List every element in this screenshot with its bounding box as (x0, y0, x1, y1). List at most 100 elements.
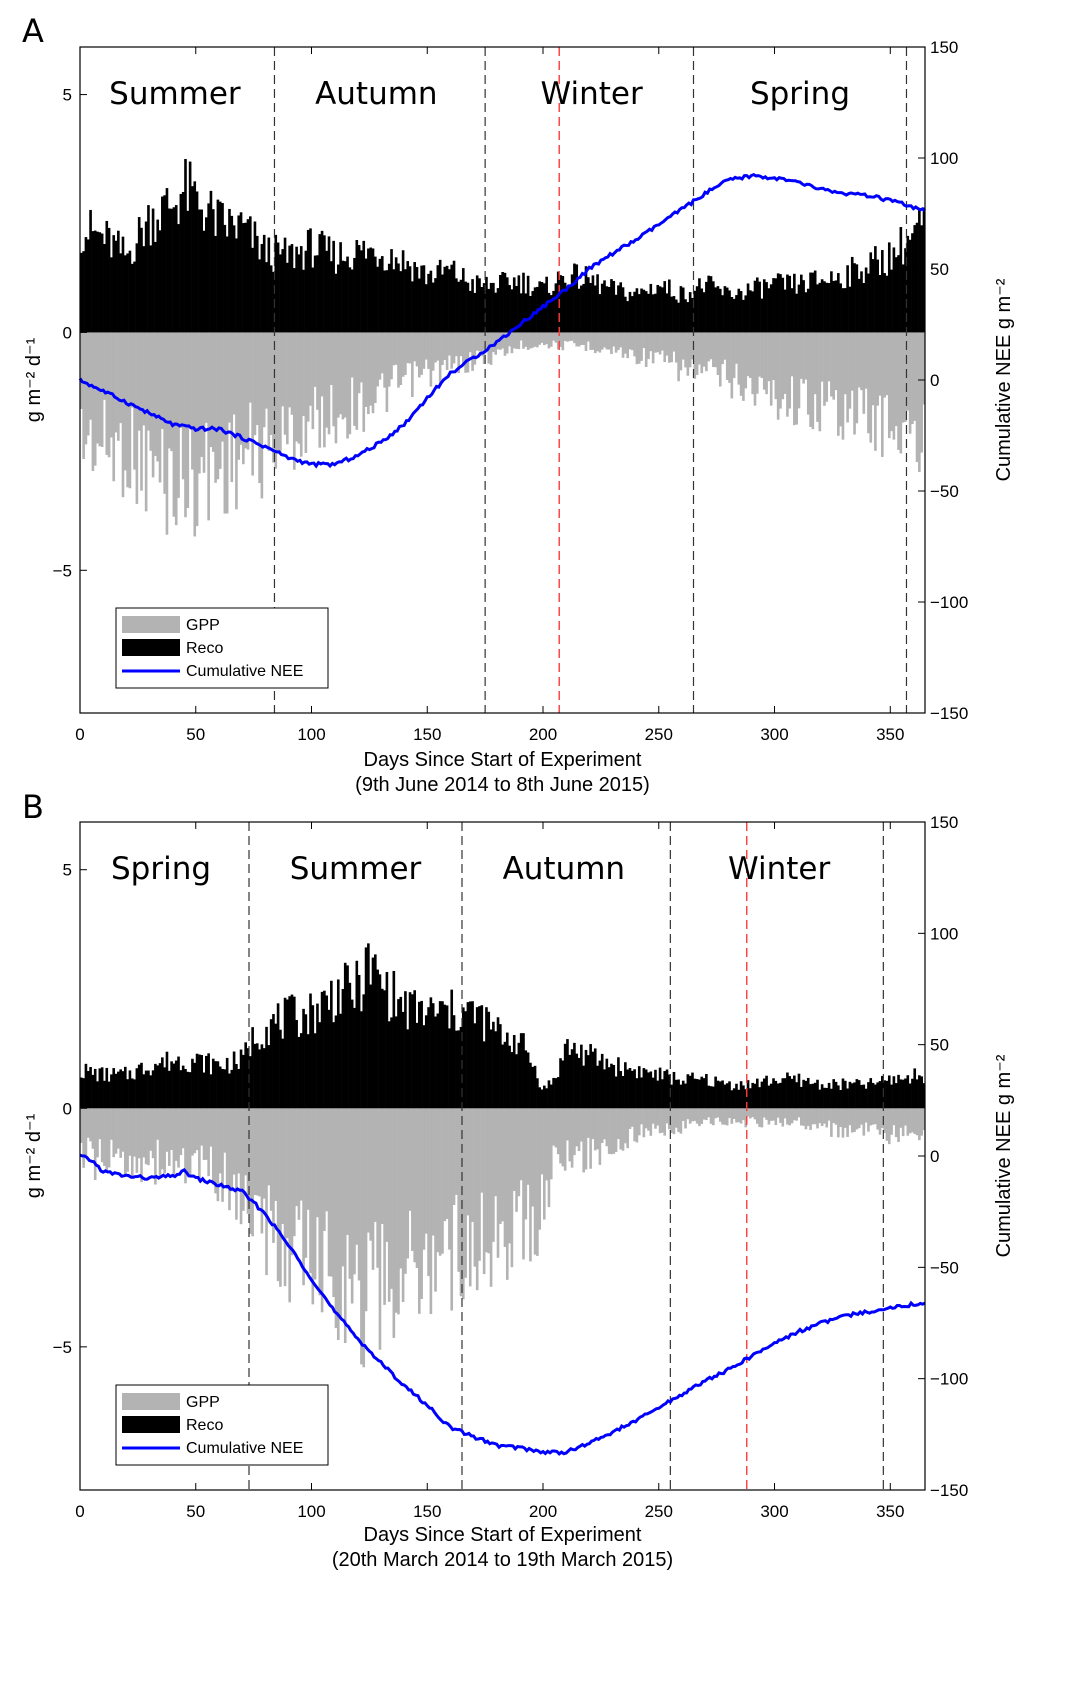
gpp-bar (746, 1108, 750, 1117)
reco-bar (640, 288, 643, 333)
reco-bar (913, 1068, 917, 1109)
gpp-bar (133, 332, 136, 470)
reco-bar (235, 238, 238, 333)
reco-bar (899, 1079, 903, 1109)
gpp-bar (464, 332, 467, 373)
gpp-bar (334, 1108, 338, 1329)
gpp-bar (830, 332, 833, 397)
gpp-bar (684, 332, 687, 368)
reco-bar (126, 253, 129, 333)
gpp-bar (540, 332, 544, 343)
gpp-bar (526, 332, 530, 350)
reco-bar (855, 264, 859, 333)
gpp-bar (813, 1108, 817, 1125)
reco-bar (559, 275, 562, 333)
gpp-bar (110, 1108, 113, 1140)
reco-bar (862, 282, 866, 333)
reco-bar (177, 1056, 180, 1109)
reco-bar (633, 1069, 636, 1109)
gpp-bar (809, 1108, 812, 1130)
reco-bar (598, 294, 602, 333)
reco-bar (158, 1063, 162, 1109)
reco-bar (290, 244, 294, 333)
reco-bar (883, 1080, 886, 1109)
reco-bar (96, 231, 99, 333)
legend-swatch (122, 1416, 180, 1433)
reco-bar (647, 293, 650, 333)
gpp-bar (823, 1108, 826, 1124)
gpp-bar (797, 1108, 801, 1118)
gpp-bar (756, 1108, 759, 1124)
reco-bar (577, 1057, 581, 1109)
gpp-bar (749, 332, 752, 378)
reco-bar (918, 1075, 921, 1109)
reco-bar (154, 1063, 157, 1109)
gpp-bar (790, 332, 794, 377)
reco-bar (781, 277, 785, 333)
reco-bar (376, 969, 379, 1109)
reco-bar (533, 1065, 537, 1109)
gpp-bar (732, 1108, 736, 1119)
gpp-bar (695, 1108, 699, 1124)
gpp-bar (165, 332, 169, 535)
reco-bar (584, 266, 588, 333)
reco-bar (742, 1085, 745, 1109)
reco-bar (100, 233, 104, 333)
reco-bar (765, 1075, 768, 1109)
gpp-bar (705, 1108, 708, 1121)
gpp-bar (890, 332, 893, 432)
reco-bar (397, 999, 400, 1109)
gpp-bar (827, 332, 831, 382)
gpp-bar (133, 1108, 136, 1157)
reco-bar (110, 257, 113, 333)
gpp-bar (635, 1108, 639, 1143)
gpp-bar (295, 1108, 298, 1207)
reco-bar (306, 229, 310, 333)
reco-bar (529, 1062, 532, 1109)
gpp-bar (163, 332, 166, 494)
gpp-bar (591, 1108, 595, 1140)
gpp-bar (158, 1108, 162, 1179)
gpp-bar (232, 1108, 236, 1175)
gpp-bar (818, 1108, 822, 1124)
reco-bar (753, 1083, 757, 1109)
gpp-bar (783, 1108, 787, 1119)
reco-bar (883, 273, 886, 333)
reco-bar (804, 1080, 808, 1109)
gpp-bar (276, 332, 280, 454)
reco-bars (80, 159, 926, 333)
gpp-bar (915, 1108, 919, 1136)
gpp-bar (353, 1108, 356, 1275)
reco-bar (339, 1013, 342, 1109)
reco-bar (181, 191, 185, 333)
reco-bar (450, 989, 454, 1109)
gpp-bar (360, 332, 363, 383)
gpp-bar (843, 1108, 847, 1128)
reco-bar (554, 1078, 558, 1109)
gpp-bar (818, 332, 822, 432)
reco-bar (485, 276, 488, 333)
gpp-bar (519, 1108, 523, 1181)
reco-bar (587, 1055, 590, 1109)
gpp-bar (269, 332, 273, 435)
gpp-bar (424, 1108, 428, 1234)
reco-bar (438, 259, 442, 333)
reco-bar (846, 265, 849, 333)
reco-bar (834, 1081, 838, 1109)
reco-bar (434, 278, 437, 333)
gpp-bar (235, 332, 238, 510)
reco-bar (802, 280, 805, 333)
gpp-bar (832, 332, 836, 400)
gpp-bar (663, 1108, 667, 1136)
gpp-bar (568, 332, 572, 342)
reco-bar (848, 286, 852, 333)
y-right-tick-label: 100 (930, 924, 958, 943)
reco-bar (89, 209, 92, 333)
reco-bar (767, 288, 771, 333)
gpp-bar (607, 1108, 611, 1154)
reco-bar (290, 994, 294, 1109)
gpp-bar (709, 332, 713, 360)
gpp-bar (672, 1108, 676, 1135)
reco-bar (260, 243, 264, 333)
